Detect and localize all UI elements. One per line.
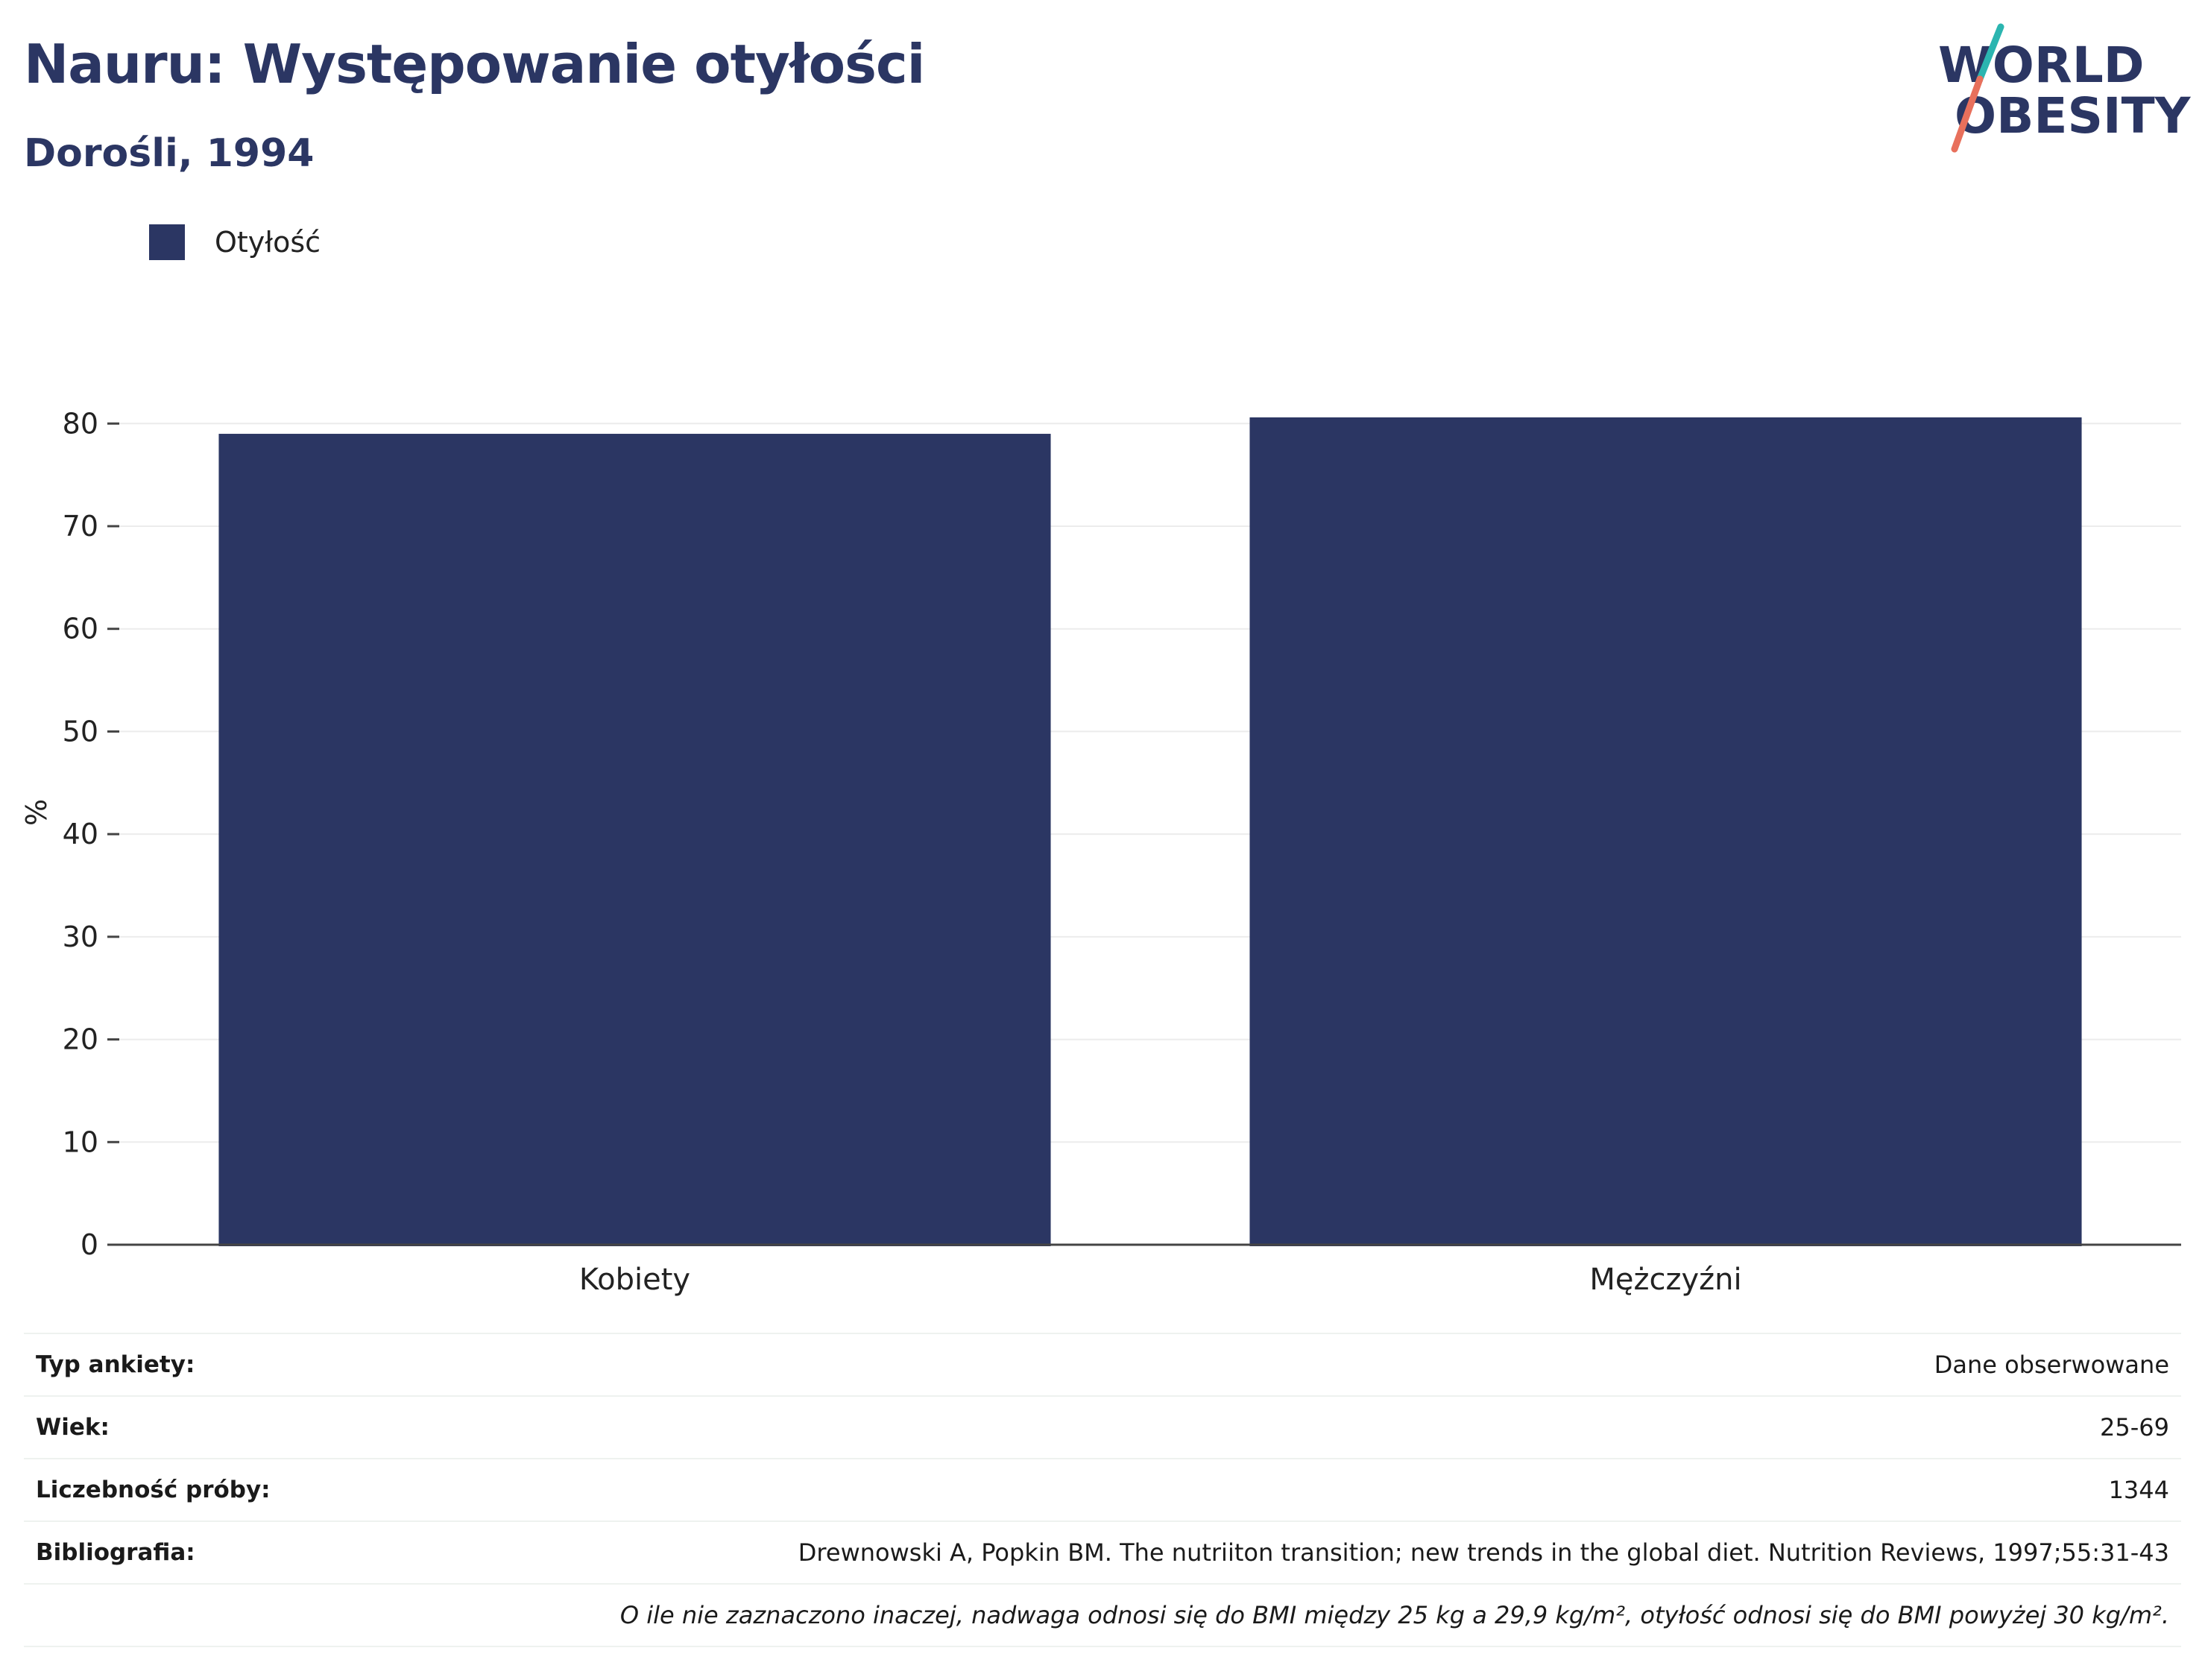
y-tick-label-60: 60 <box>63 613 98 645</box>
bibliography-label: Bibliografia: <box>24 1520 362 1584</box>
survey-type-value: Dane obserwowane <box>361 1333 2181 1396</box>
age-label: Wiek: <box>24 1395 362 1459</box>
x-tick-label-kobiety: Kobiety <box>579 1263 690 1297</box>
definition-note: O ile nie zaznaczono inaczej, nadwaga od… <box>24 1583 2181 1647</box>
x-tick-labels: Kobiety Mężczyźni <box>579 1263 1742 1297</box>
y-tick-label-30: 30 <box>63 920 98 953</box>
y-axis-label: % <box>20 799 53 826</box>
logo-slash-bottom <box>1951 75 1984 153</box>
world-obesity-logo: WORLD OBESITY <box>1938 23 2192 153</box>
logo-line1: WORLD <box>1938 37 2145 94</box>
bars <box>218 417 2082 1247</box>
table-row: Wiek: 25-69 <box>24 1395 2181 1459</box>
legend-swatch-otylosc <box>149 224 185 260</box>
logo-slash-top <box>1976 23 2004 83</box>
logo-line2: OBESITY <box>1955 87 2192 145</box>
y-tick-label-20: 20 <box>63 1023 98 1056</box>
sample-size-label: Liczebność próby: <box>24 1458 362 1521</box>
table-row: Liczebność próby: 1344 <box>24 1458 2181 1521</box>
y-tick-label-0: 0 <box>81 1228 98 1261</box>
chart-subtitle: Dorośli, 1994 <box>24 131 315 176</box>
bar-chart: 0 10 20 30 40 50 60 70 80 Kobiety Mężczyźni % <box>20 407 2181 1297</box>
x-tick-label-mezczyzni: Mężczyźni <box>1589 1263 1741 1297</box>
bar-kobiety <box>218 434 1051 1247</box>
sample-size-value: 1344 <box>361 1458 2181 1521</box>
legend: Otyłość <box>149 224 321 261</box>
survey-type-label: Typ ankiety: <box>24 1333 362 1396</box>
survey-info-table: Typ ankiety: Dane obserwowane Wiek: 25-6… <box>24 1333 2181 1647</box>
y-tick-labels: 0 10 20 30 40 50 60 70 80 <box>63 407 119 1261</box>
y-tick-label-10: 10 <box>63 1125 98 1158</box>
bar-mezczyzni <box>1249 417 2082 1246</box>
y-tick-label-80: 80 <box>63 407 98 440</box>
table-row: Bibliografia: Drewnowski A, Popkin BM. T… <box>24 1520 2181 1584</box>
table-row: O ile nie zaznaczono inaczej, nadwaga od… <box>24 1583 2181 1647</box>
chart-title: Nauru: Występowanie otyłości <box>24 33 925 95</box>
table-row: Typ ankiety: Dane obserwowane <box>24 1333 2181 1396</box>
y-tick-label-70: 70 <box>63 510 98 543</box>
y-tick-label-50: 50 <box>63 715 98 748</box>
y-tick-label-40: 40 <box>63 818 98 850</box>
legend-label-otylosc: Otyłość <box>215 226 321 259</box>
age-value: 25-69 <box>361 1395 2181 1459</box>
bibliography-value: Drewnowski A, Popkin BM. The nutriiton t… <box>361 1520 2181 1584</box>
